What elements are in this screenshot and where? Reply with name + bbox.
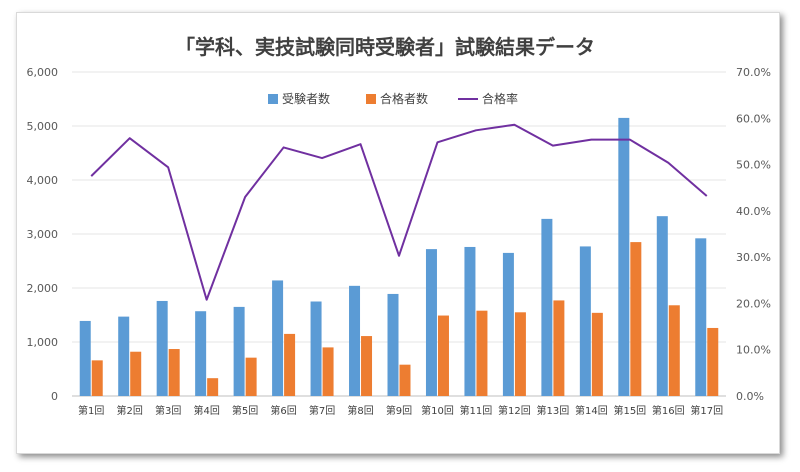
x-tick-label: 第7回 xyxy=(309,404,335,417)
bar-examinees xyxy=(387,293,399,396)
y-right-tick-label: 10.0% xyxy=(736,344,771,357)
axis-labels: 0 1,000 2,000 3,000 4,000 5,000 6,000 0.0% 10.0%… xyxy=(27,66,771,417)
y-right-tick-label: 20.0% xyxy=(736,297,771,310)
bar-passers xyxy=(130,351,142,396)
y-right-tick-label: 40.0% xyxy=(736,205,771,218)
x-tick-label: 第13回 xyxy=(537,404,570,417)
bar-series xyxy=(79,117,719,397)
y-right-tick-label: 30.0% xyxy=(736,251,771,264)
x-tick-label: 第8回 xyxy=(347,404,373,417)
x-tick-label: 第2回 xyxy=(117,404,143,417)
x-tick-label: 第3回 xyxy=(155,404,181,417)
line-pass-rate xyxy=(90,123,708,301)
bar-passers xyxy=(476,310,488,396)
bar-examinees xyxy=(195,311,207,396)
y-left-tick-label: 1,000 xyxy=(27,336,59,349)
legend-label: 合格率 xyxy=(482,91,518,106)
chart-title: 「学科、実技試験同時受験者」試験結果データ xyxy=(175,35,595,59)
y-right-tick-label: 0.0% xyxy=(736,390,764,403)
bar-examinees xyxy=(310,301,322,396)
bar-passers xyxy=(245,357,257,396)
bar-examinees xyxy=(579,246,591,396)
bar-passers xyxy=(322,347,334,396)
y-right-tick-label: 60.0% xyxy=(736,112,771,125)
x-tick-label: 第17回 xyxy=(690,404,723,417)
bar-passers xyxy=(514,312,526,396)
bar-passers xyxy=(168,349,180,396)
bar-passers xyxy=(668,305,680,396)
x-tick-label: 第14回 xyxy=(575,404,608,417)
y-left-tick-label: 0 xyxy=(51,390,58,403)
legend: 受験者数 合格者数 合格率 xyxy=(268,91,518,106)
legend-swatch xyxy=(366,94,376,104)
bar-examinees xyxy=(79,320,91,396)
bar-examinees xyxy=(464,246,476,396)
bar-examinees xyxy=(618,117,630,397)
bar-passers xyxy=(437,315,449,396)
bar-examinees xyxy=(425,249,437,396)
bar-examinees xyxy=(541,218,553,396)
bar-passers xyxy=(553,300,565,396)
bar-examinees xyxy=(502,252,514,396)
x-tick-label: 第16回 xyxy=(652,404,685,417)
y-right-tick-label: 70.0% xyxy=(736,66,771,79)
bar-examinees xyxy=(118,316,130,396)
bar-passers xyxy=(591,312,603,396)
bar-examinees xyxy=(156,300,168,396)
bar-examinees xyxy=(272,280,284,396)
y-right-tick-label: 50.0% xyxy=(736,159,771,172)
y-left-tick-label: 5,000 xyxy=(27,120,59,133)
gridlines xyxy=(72,71,726,397)
bar-passers xyxy=(399,364,411,396)
x-tick-label: 第1回 xyxy=(78,404,104,417)
bar-passers xyxy=(284,333,296,396)
y-left-tick-label: 6,000 xyxy=(27,66,59,79)
legend-label: 受験者数 xyxy=(282,91,330,106)
x-tick-label: 第11回 xyxy=(460,404,493,417)
x-tick-label: 第4回 xyxy=(193,404,219,417)
bar-passers xyxy=(91,360,103,396)
bar-examinees xyxy=(656,216,668,396)
x-tick-label: 第12回 xyxy=(498,404,531,417)
legend-label: 合格者数 xyxy=(380,91,428,106)
legend-swatch xyxy=(268,94,278,104)
x-tick-label: 第5回 xyxy=(232,404,258,417)
line-series xyxy=(90,123,708,301)
x-tick-label: 第10回 xyxy=(421,404,454,417)
y-left-tick-label: 3,000 xyxy=(27,228,59,241)
bar-passers xyxy=(361,336,373,396)
y-left-tick-label: 4,000 xyxy=(27,174,59,187)
y-left-tick-label: 2,000 xyxy=(27,282,59,295)
x-tick-label: 第15回 xyxy=(613,404,646,417)
bar-passers xyxy=(207,378,219,396)
bar-passers xyxy=(630,242,642,396)
x-tick-label: 第9回 xyxy=(386,404,412,417)
x-tick-label: 第6回 xyxy=(270,404,296,417)
bar-examinees xyxy=(233,306,245,396)
bar-examinees xyxy=(695,238,707,396)
bar-examinees xyxy=(349,285,361,396)
bar-passers xyxy=(707,327,719,396)
